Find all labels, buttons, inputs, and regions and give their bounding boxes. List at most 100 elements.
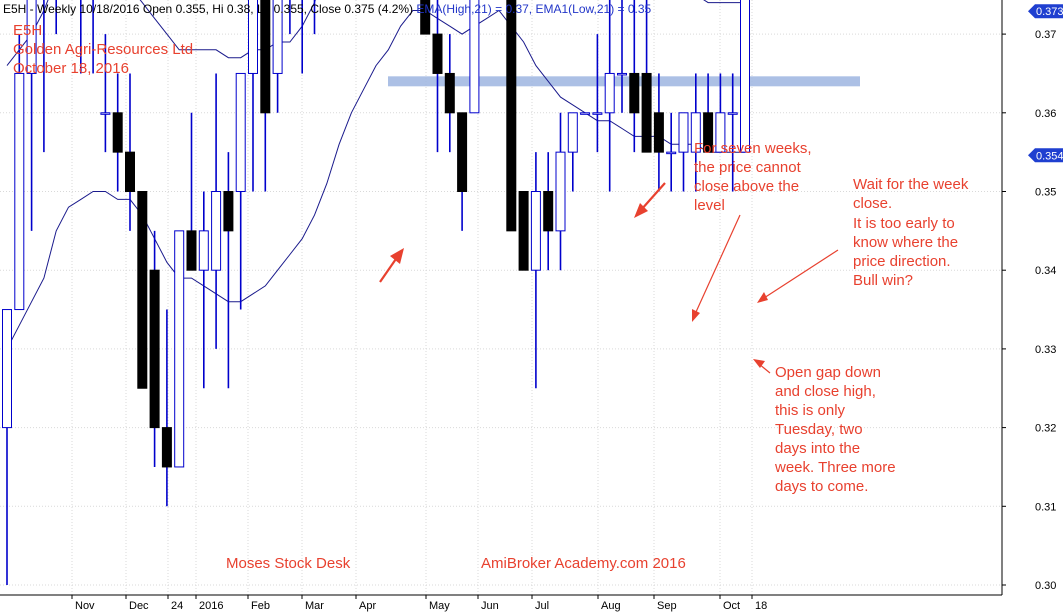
arrow-gap-head (753, 359, 765, 368)
candle-body (223, 191, 234, 232)
candle-body (149, 269, 160, 429)
candle-body (211, 191, 222, 271)
candle-body (592, 112, 603, 115)
title-ticker: E5H (13, 22, 42, 39)
candle-body (690, 112, 701, 153)
note-wait-5: price direction. (853, 253, 951, 270)
title-date: October 18, 2016 (13, 60, 129, 77)
candle-body (186, 230, 197, 271)
x-tick-label: Jul (535, 600, 549, 612)
note-gap-2: and close high, (775, 383, 876, 400)
footer-amibroker: AmiBroker Academy.com 2016 (481, 555, 686, 572)
arrow-wait-line (763, 249, 839, 299)
arrow-april-head (390, 248, 404, 264)
note-gap-7: days to come. (775, 478, 868, 495)
note-seven-weeks-2: the price cannot (694, 159, 802, 176)
ema-high-price-label: 0.373814 (1036, 6, 1063, 18)
candle-body (26, 0, 37, 74)
y-tick-label: 0.34 (1035, 265, 1056, 277)
candle-body (604, 72, 615, 114)
x-tick-label: Sep (657, 600, 677, 612)
header-text: E5H - Weekly 10/18/2016 Open 0.355, Hi 0… (3, 2, 652, 16)
candle-body (272, 0, 283, 74)
footer-moses: Moses Stock Desk (226, 555, 351, 572)
candle-body (2, 309, 12, 429)
note-gap-4: Tuesday, two (775, 421, 863, 438)
candle-body (629, 72, 640, 114)
candle-body (457, 112, 468, 192)
candle-body (653, 112, 664, 153)
header-ema-low: EMA1(Low,21) = 0.35 (535, 2, 651, 16)
y-tick-label: 0.33 (1035, 344, 1056, 356)
candle-body (125, 151, 135, 192)
x-tick-label: Mar (305, 600, 324, 612)
x-tick-label: Nov (75, 600, 95, 612)
candle-body (715, 112, 726, 153)
candle-body (518, 191, 529, 271)
candle-body (174, 230, 185, 468)
candle-body (198, 230, 209, 271)
candle-body (260, 0, 271, 114)
title-company: Golden Agri-Resources Ltd (13, 41, 193, 58)
note-gap-5: days into the (775, 440, 860, 457)
candle-body (444, 72, 455, 114)
candle-body (14, 72, 25, 311)
candle-body (555, 151, 566, 232)
candle-body (248, 0, 258, 74)
note-wait-2: close. (853, 195, 892, 212)
note-wait-3: It is too early to (853, 215, 955, 232)
candle-body (432, 33, 443, 74)
y-tick-label: 0.32 (1035, 423, 1056, 435)
header-ema-high: EMA(High,21) = 0.37, (416, 2, 532, 16)
candle-body (703, 112, 714, 153)
candle-body (567, 112, 578, 153)
x-tick-label: 18 (755, 600, 767, 612)
candle-body (580, 112, 591, 115)
candles (2, 0, 750, 585)
candle-body (530, 191, 541, 271)
candle-body (112, 112, 123, 153)
x-tick-label: Apr (359, 600, 376, 612)
x-tick-label: Aug (601, 600, 621, 612)
note-seven-weeks-1: For seven weeks, (694, 140, 812, 157)
candle-body (727, 112, 738, 115)
x-tick-label: Jun (481, 600, 499, 612)
x-tick-label: Feb (251, 600, 270, 612)
candle-body (543, 191, 554, 232)
x-tick-label: Dec (129, 600, 149, 612)
candle-body (420, 0, 431, 35)
candle-body (137, 191, 148, 389)
x-tick-label: Oct (723, 600, 740, 612)
arrow-wait-head (757, 292, 768, 303)
horizontal-grid (0, 33, 1002, 586)
note-gap-6: week. Three more (774, 459, 896, 476)
x-tick-label: May (429, 600, 450, 612)
candle-body (161, 427, 172, 468)
candle-body (506, 0, 517, 232)
y-tick-label: 0.36 (1035, 108, 1056, 120)
header-ohlc: Open 0.355, Hi 0.38, Lo 0.355, Close 0.3… (143, 2, 413, 16)
note-wait-4: know where the (853, 234, 958, 251)
ema-low-price-label: 0.354582 (1036, 150, 1063, 162)
y-tick-label: 0.35 (1035, 187, 1056, 199)
note-seven-weeks-3: close above the (694, 178, 799, 195)
candle-body (469, 0, 480, 114)
y-tick-label: 0.37 (1035, 29, 1056, 41)
ema-low-price-label-bg (1028, 148, 1063, 163)
y-tick-label: 0.30 (1035, 580, 1056, 592)
note-gap-1: Open gap down (775, 364, 881, 381)
candle-body (235, 72, 246, 192)
candle-body (678, 112, 689, 153)
x-axis-ticks: Nov Dec 24 2016 Feb Mar Apr May Jun Jul Aug Sep Oct 1… (71, 595, 767, 612)
resistance-bands (388, 76, 860, 87)
candle-body (666, 151, 677, 155)
arrow-seven-weeks-head (634, 203, 648, 218)
price-labels: 0.3750.3738140.354582 (1028, 4, 1063, 163)
candle-body (617, 72, 627, 76)
note-seven-weeks-4: level (694, 197, 725, 214)
arrow-seven-weeks-line (640, 182, 666, 211)
x-tick-label: 2016 (199, 600, 223, 612)
candle-body (740, 0, 750, 153)
candle-body (641, 72, 652, 153)
